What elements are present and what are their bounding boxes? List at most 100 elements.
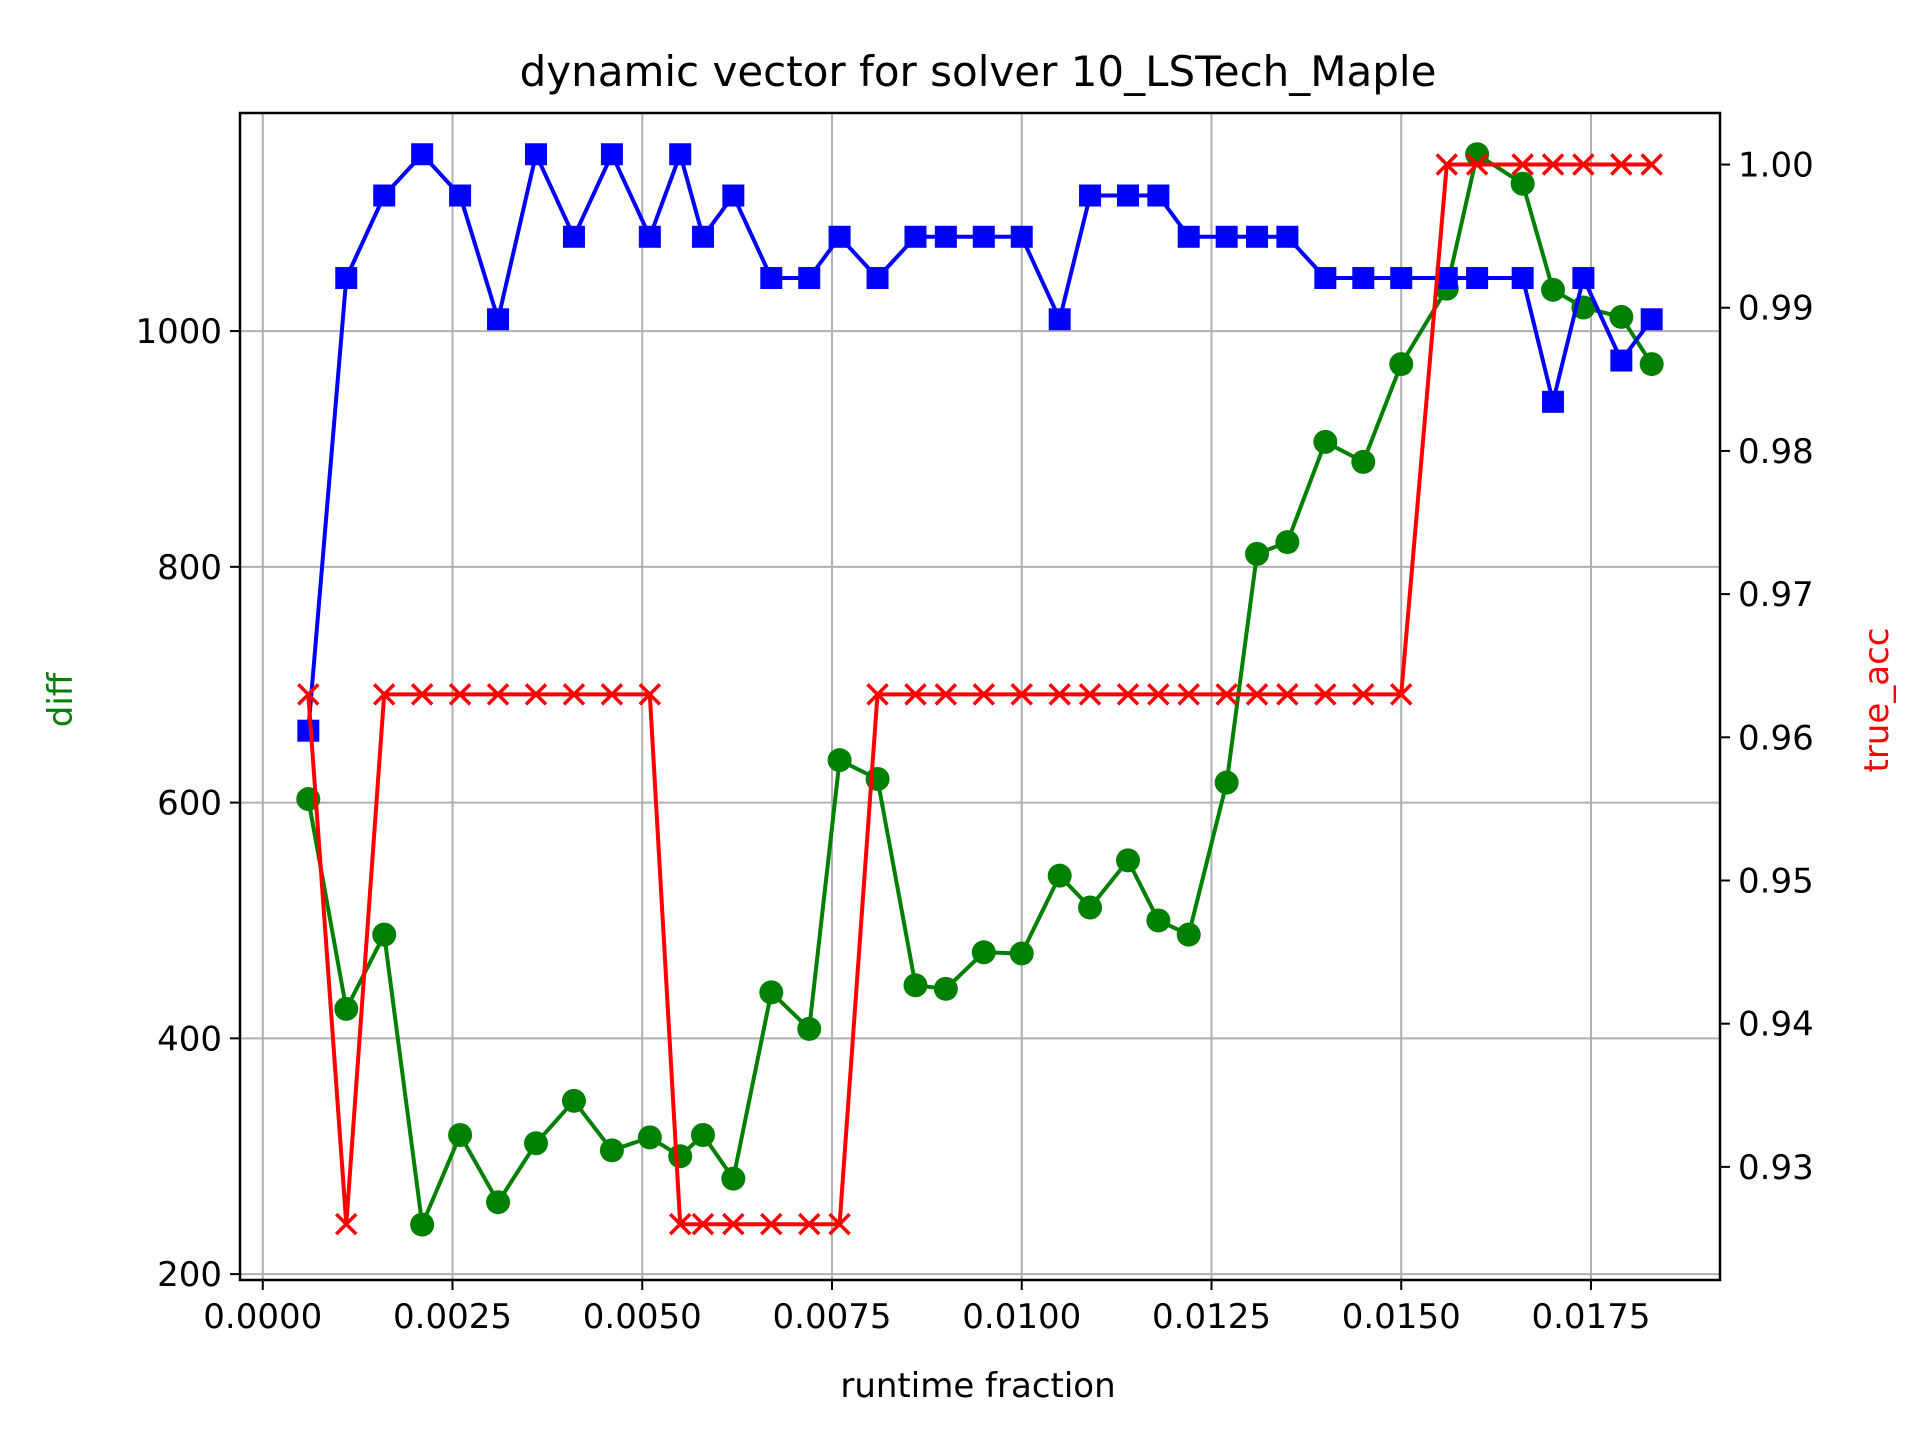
data-point [1246, 225, 1269, 248]
data-point [760, 1212, 783, 1236]
data-point [1314, 267, 1337, 290]
data-point [1047, 863, 1072, 888]
data-point [1435, 267, 1458, 290]
data-point [1390, 267, 1413, 290]
data-point [798, 267, 821, 290]
data-point [1010, 683, 1033, 706]
data-point [760, 267, 783, 290]
data-point [971, 940, 996, 965]
data-point [1010, 225, 1033, 248]
data-point [1572, 153, 1595, 176]
y-right-tick-label: 0.95 [1738, 861, 1814, 901]
data-point [297, 719, 320, 742]
data-point [638, 225, 661, 248]
data-point [487, 308, 510, 331]
data-point [972, 225, 995, 248]
data-point [1048, 308, 1071, 331]
data-point [721, 1166, 746, 1191]
data-point [1639, 352, 1664, 377]
data-point [668, 1212, 692, 1236]
data-point [297, 683, 320, 706]
right-y-axis-title: true_acc [1857, 628, 1897, 773]
data-point [866, 683, 889, 706]
y-right-tick-label: 0.98 [1738, 432, 1814, 472]
data-point [722, 1212, 745, 1236]
data-point [1147, 184, 1170, 207]
data-point [934, 225, 957, 248]
data-point [1009, 941, 1034, 966]
data-point [1640, 153, 1663, 176]
data-point [1465, 153, 1489, 176]
data-point [1245, 541, 1270, 566]
y-right-tick-label: 0.96 [1738, 718, 1814, 758]
data-point [449, 184, 472, 207]
data-point [1215, 683, 1238, 706]
y-right-tick-label: 0.97 [1738, 575, 1814, 615]
data-point [933, 976, 958, 1001]
data-point [1276, 225, 1299, 248]
data-point [1435, 153, 1459, 176]
left-y-axis: 200 400 600 800 1000 [135, 312, 240, 1295]
plot-frame [238, 111, 1722, 1282]
data-point [1541, 277, 1566, 302]
data-point [1352, 683, 1375, 706]
data-point [903, 973, 928, 998]
data-point [486, 1190, 511, 1215]
x-tick-label: 0.0100 [962, 1297, 1081, 1337]
x-tick-label: 0.0075 [773, 1297, 892, 1337]
series-line [306, 162, 1652, 1227]
data-point [638, 683, 662, 706]
data-point [373, 184, 396, 207]
data-point [334, 996, 359, 1021]
data-point [1079, 184, 1102, 207]
data-point [1610, 349, 1633, 372]
data-point [759, 980, 784, 1005]
data-point [972, 683, 996, 706]
data-point [1078, 683, 1102, 706]
data-point [691, 225, 714, 248]
data-point [448, 1123, 473, 1148]
data-point [1389, 352, 1414, 377]
x-tick-label: 0.0150 [1342, 1297, 1461, 1337]
data-point [1276, 683, 1299, 706]
data-point [1389, 683, 1413, 706]
data-point [1177, 225, 1200, 248]
x-tick-label: 0.0125 [1152, 1297, 1271, 1337]
data-point [1352, 267, 1375, 290]
data-point [1078, 895, 1103, 920]
x-tick-label: 0.0050 [583, 1297, 702, 1337]
series-layer [296, 142, 1664, 1237]
data-point [1048, 683, 1071, 706]
data-point [637, 1125, 662, 1150]
right-y-axis: 0.93 0.94 0.95 0.96 0.97 0.98 0.99 1.00 [1720, 146, 1814, 1188]
data-point [1146, 908, 1171, 933]
data-point [335, 1212, 358, 1236]
data-point [722, 184, 745, 207]
chart-title: dynamic vector for solver 10_LSTech_Mapl… [520, 47, 1437, 96]
data-point [599, 1138, 624, 1163]
data-point [1610, 153, 1633, 176]
series-square [297, 143, 1663, 742]
data-point [797, 1212, 821, 1236]
y-left-tick-label: 600 [157, 784, 222, 824]
data-point [562, 683, 586, 706]
data-point [1147, 683, 1170, 706]
data-point [828, 225, 851, 248]
data-point [690, 1123, 715, 1148]
data-point [1510, 171, 1535, 196]
data-point [1245, 683, 1269, 706]
left-y-axis-title: diff [41, 671, 81, 727]
y-left-tick-label: 200 [157, 1255, 222, 1295]
data-point [1117, 184, 1139, 207]
data-point [691, 1212, 715, 1236]
data-point [904, 683, 927, 706]
data-point [1466, 267, 1489, 290]
y-right-tick-label: 1.00 [1738, 146, 1814, 186]
x-tick-label: 0.0000 [203, 1297, 322, 1337]
data-point [600, 683, 624, 706]
data-point [1511, 267, 1534, 290]
data-point [1640, 308, 1663, 331]
y-left-tick-label: 1000 [135, 312, 222, 352]
data-point [934, 683, 958, 706]
series-x [297, 153, 1663, 1236]
